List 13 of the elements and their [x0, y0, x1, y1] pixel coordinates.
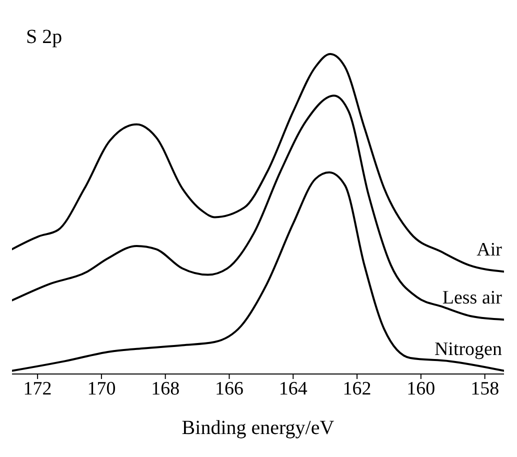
chart-title: S 2p: [26, 26, 62, 49]
series-label: Nitrogen: [434, 338, 502, 360]
x-axis-title: Binding energy/eV: [182, 417, 335, 439]
x-tick-label: 160: [406, 378, 436, 400]
x-tick-label: 164: [278, 378, 308, 400]
x-tick-label: 170: [87, 378, 116, 400]
x-tick-label: 166: [214, 378, 244, 400]
x-tick-label: 162: [342, 378, 372, 400]
series-label: Air: [476, 240, 503, 261]
series-label: Less air: [442, 288, 503, 309]
x-tick-label: 172: [23, 378, 52, 400]
x-tick-label: 158: [470, 378, 500, 400]
x-tick-label: 168: [151, 378, 180, 400]
